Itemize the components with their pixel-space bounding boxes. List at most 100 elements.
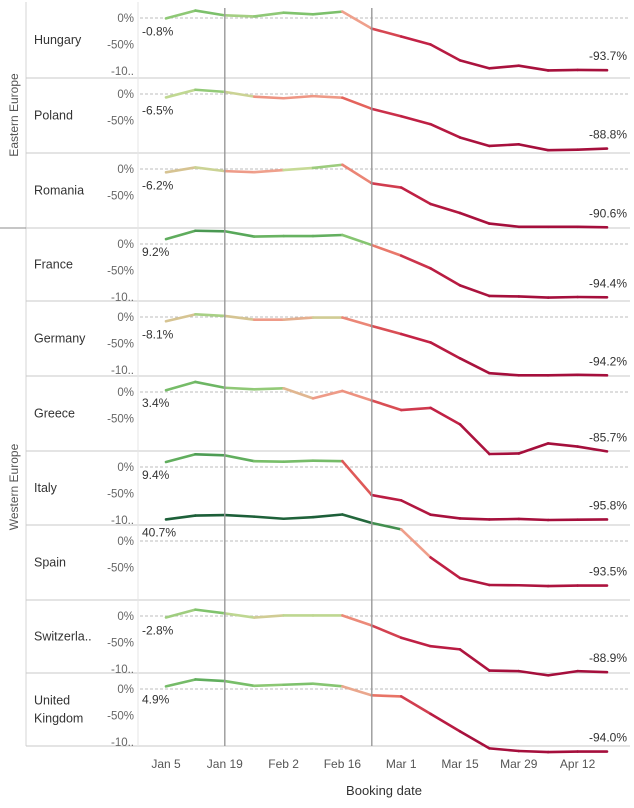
series-segment [195,167,224,171]
series-segment [548,297,577,298]
series-segment [431,646,460,649]
series-segment [195,90,224,92]
start-value-label: -6.2% [142,178,174,192]
start-value-label: -0.8% [142,24,174,38]
row-label: France [34,258,73,272]
y-tick-neg100: -10.. [111,664,134,676]
series-segment [313,165,342,168]
end-value-label: -94.4% [589,276,627,290]
x-tick-label: Mar 1 [386,757,417,771]
series-segment [254,388,283,389]
y-tick-0: 0% [117,164,134,176]
y-tick-0: 0% [117,611,134,623]
series-segment [372,109,401,116]
series-segment [342,165,371,184]
x-tick-label: Feb 2 [268,757,299,771]
series-segment [372,523,401,529]
end-value-label: -94.2% [589,354,627,368]
series-segment [254,685,283,686]
series-segment [431,268,460,285]
series-segment [225,316,254,320]
series-segment [284,684,313,685]
series-segment [372,626,401,638]
series-segment [401,696,430,713]
x-tick-label: Feb 16 [324,757,362,771]
series-segment [489,748,518,751]
y-tick-neg50: -50% [107,489,134,501]
y-tick-neg50: -50% [107,339,134,351]
series-segment [460,285,489,296]
series-segment [284,517,313,519]
series-segment [195,231,224,232]
series-segment [460,424,489,454]
series-segment [548,752,577,753]
series-segment [401,256,430,269]
series-segment [431,342,460,358]
series-segment [489,224,518,227]
row-label: Greece [34,407,75,421]
y-tick-0: 0% [117,536,134,548]
series-segment [166,167,195,172]
series-segment [313,461,342,462]
y-tick-0: 0% [117,387,134,399]
series-segment [548,586,577,587]
series-segment [342,615,371,625]
series-segment [519,519,548,520]
series-segment [401,529,430,557]
series-segment [166,231,195,239]
y-tick-neg100: -10.. [111,66,134,78]
y-tick-0: 0% [117,462,134,474]
series-segment [401,116,430,124]
series-segment [548,70,577,71]
series-segment [254,170,283,172]
series-segment [401,188,430,204]
series-segment [460,578,489,585]
x-tick-label: Jan 5 [151,757,181,771]
series-segment [313,12,342,15]
series-segment [313,515,342,518]
x-tick-label: Mar 15 [441,757,479,771]
series-segment [401,638,430,646]
series-segment [489,296,518,297]
series-segment [519,443,548,453]
start-value-label: 9.2% [142,245,170,259]
series-segment [460,213,489,224]
series-segment [166,314,195,321]
series-segment [372,245,401,256]
series-segment [489,671,518,672]
y-tick-neg100: -10.. [111,515,134,527]
series-segment [342,686,371,695]
series-segment [254,615,283,617]
end-value-label: -88.8% [589,128,627,142]
y-tick-neg50: -50% [107,266,134,278]
panel-switzerla: Switzerla..0%-50%-10..-2.8%-88.9% [26,600,630,676]
row-label: Switzerla.. [34,630,92,644]
series-segment [284,168,313,170]
series-segment [195,382,224,388]
series-segment [548,150,577,151]
series-segment [431,45,460,61]
series-segment [225,515,254,517]
x-tick-label: Jan 19 [207,757,243,771]
y-tick-neg100: -10.. [111,365,134,377]
row-label: Spain [34,556,66,570]
series-segment [519,585,548,586]
y-tick-neg100: -10.. [111,737,134,749]
series-segment [460,60,489,68]
series-segment [225,455,254,461]
series-segment [195,679,224,681]
x-axis-title: Booking date [346,783,422,798]
series-segment [313,235,342,236]
series-segment [166,454,195,462]
series-segment [195,610,224,614]
row-label: Hungary [34,33,82,47]
start-value-label: -8.1% [142,327,174,341]
series-segment [166,516,195,520]
y-tick-neg100: -10.. [111,292,134,304]
